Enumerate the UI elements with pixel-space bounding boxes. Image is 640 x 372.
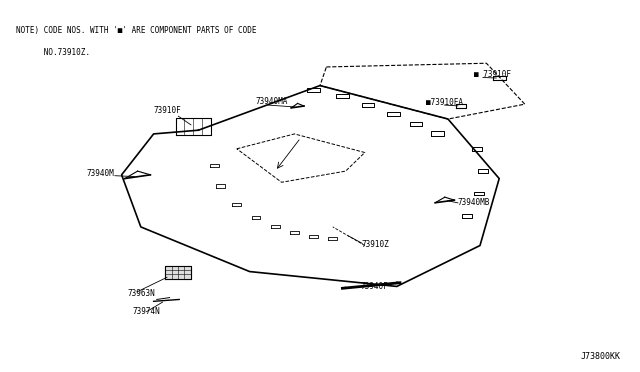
Text: ■ 73910F: ■ 73910F (474, 70, 511, 79)
Text: 73940MA: 73940MA (256, 97, 289, 106)
Text: 73940F: 73940F (360, 282, 388, 291)
Text: 73940MB: 73940MB (458, 198, 490, 207)
Text: 73963N: 73963N (128, 289, 156, 298)
Text: NOTE) CODE NOS. WITH '■' ARE COMPONENT PARTS OF CODE: NOTE) CODE NOS. WITH '■' ARE COMPONENT P… (16, 26, 257, 35)
Polygon shape (165, 266, 191, 279)
Text: NO.73910Z.: NO.73910Z. (16, 48, 90, 57)
Text: 73974N: 73974N (132, 307, 160, 316)
Text: J73800KK: J73800KK (581, 352, 621, 361)
Text: 73940M: 73940M (86, 169, 114, 177)
Text: 73910F: 73910F (154, 106, 181, 115)
Text: ■73910FA: ■73910FA (426, 98, 463, 107)
Text: 73910Z: 73910Z (362, 240, 389, 249)
